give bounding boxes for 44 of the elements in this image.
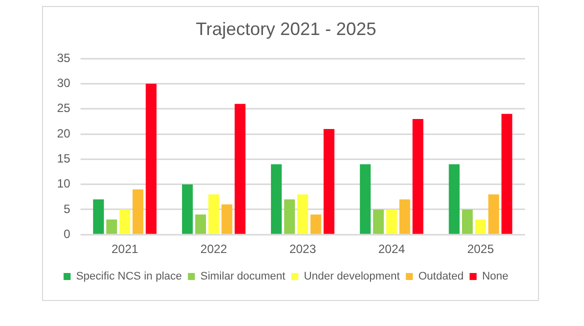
- bar: [195, 214, 206, 234]
- bar: [119, 209, 130, 234]
- legend-label: Similar document: [200, 270, 286, 283]
- bar: [475, 220, 486, 234]
- bar: [132, 189, 144, 234]
- legend-label: Outdated: [418, 270, 464, 283]
- bar: [146, 84, 157, 234]
- bar: [222, 204, 232, 234]
- bar: [270, 164, 282, 234]
- y-tick-label: 25: [56, 101, 71, 116]
- bar: [360, 164, 371, 234]
- legend-label: None: [482, 270, 508, 283]
- bar: [448, 164, 460, 234]
- bar: [106, 220, 118, 234]
- bar: [412, 118, 424, 234]
- x-tick-label: 2022: [200, 242, 228, 256]
- bar: [93, 199, 104, 234]
- bar: [324, 129, 334, 234]
- legend-label: Specific NCS in place: [76, 270, 182, 283]
- y-tick-label: 20: [56, 126, 71, 140]
- y-tick-label: 35: [56, 50, 71, 65]
- y-tick-label: 10: [56, 176, 71, 191]
- x-tick-label: 2025: [467, 242, 494, 256]
- bar: [297, 194, 308, 234]
- bar: [234, 104, 246, 234]
- bar: [399, 199, 410, 234]
- bar: [462, 209, 473, 234]
- bar: [501, 114, 512, 234]
- bar: [208, 194, 220, 234]
- y-tick-label: 0: [64, 226, 71, 241]
- x-tick-label: 2023: [289, 242, 316, 256]
- bar: [182, 184, 193, 234]
- y-tick-label: 5: [64, 202, 71, 216]
- x-tick-label: 2021: [111, 242, 138, 256]
- bar: [373, 209, 384, 234]
- legend-label: Under development: [304, 270, 400, 283]
- y-tick-label: 30: [56, 76, 71, 90]
- bar: [284, 199, 295, 234]
- y-tick-label: 15: [56, 151, 71, 166]
- bar: [386, 209, 397, 234]
- bar: [488, 194, 500, 234]
- x-tick-label: 2024: [378, 242, 406, 256]
- chart-title: Trajectory 2021 - 2025: [196, 18, 376, 39]
- bar: [310, 214, 322, 234]
